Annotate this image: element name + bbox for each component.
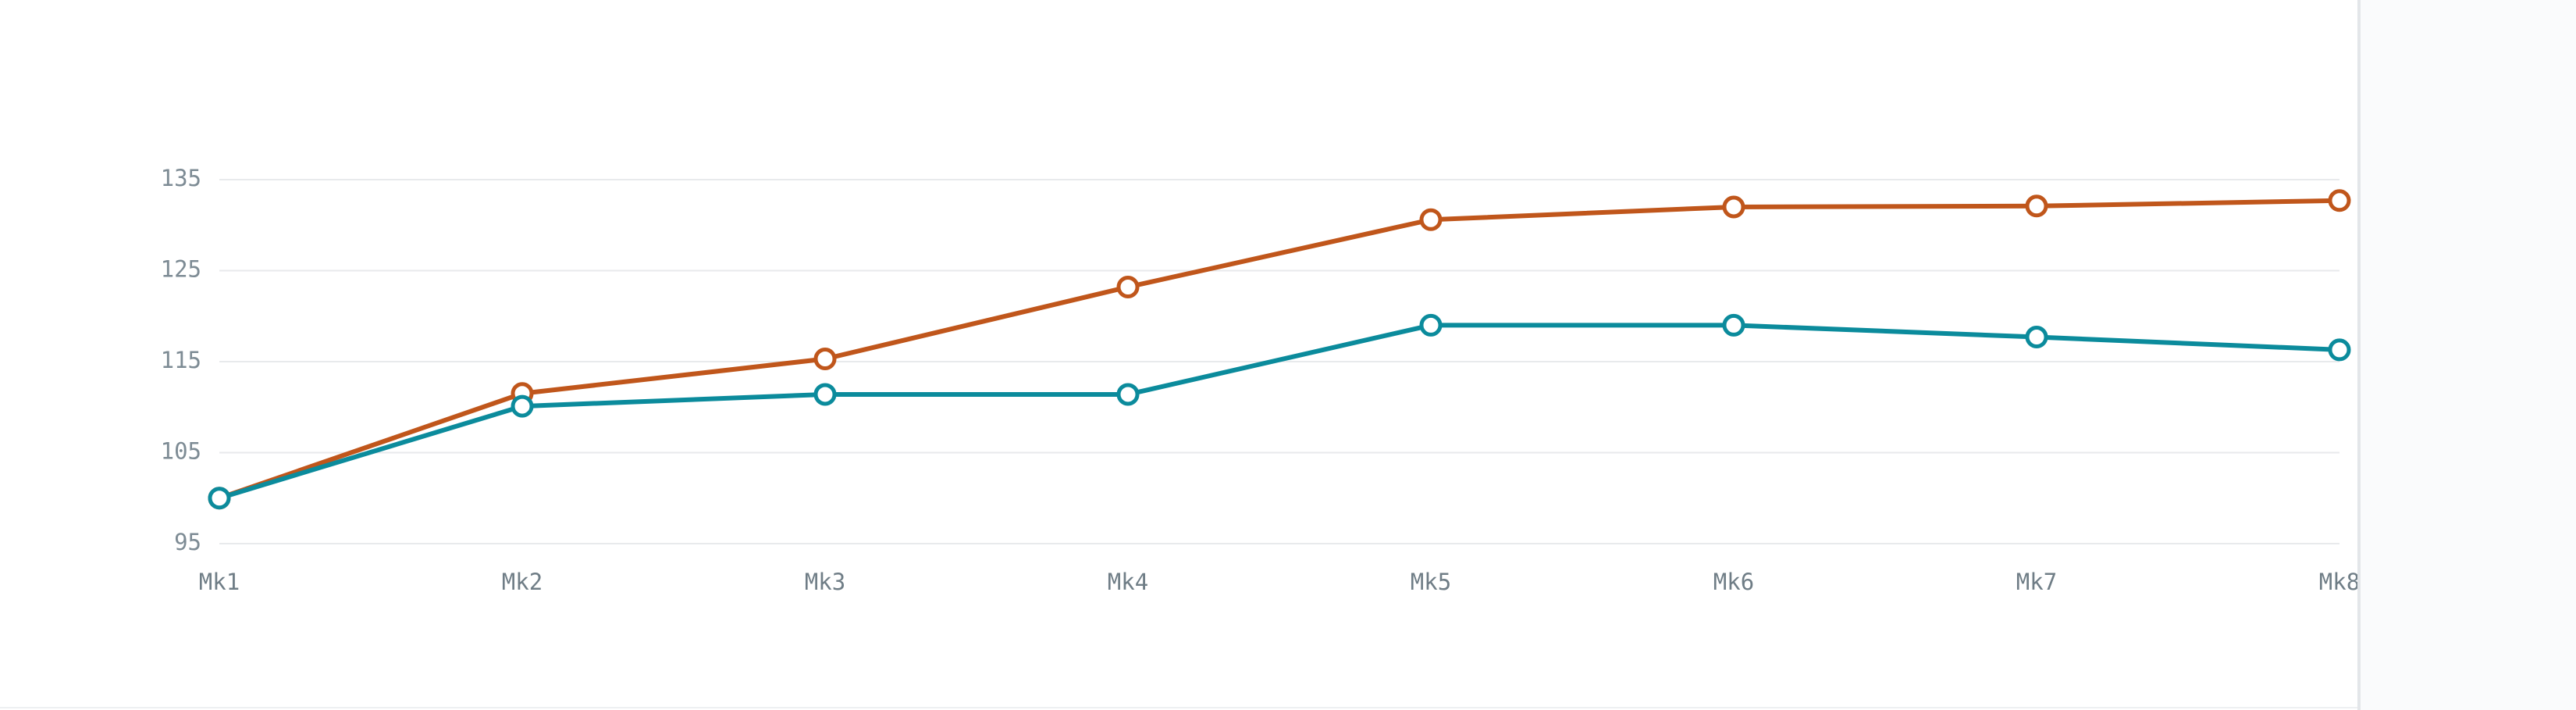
y-tick-label: 115 <box>161 347 201 373</box>
data-point <box>2025 194 2048 218</box>
y-tick-label: 95 <box>174 529 201 555</box>
x-tick-label: Mk4 <box>1108 569 1148 595</box>
line-chart: 95 105 115 125 135 Mk1 Mk2 Mk3 Mk4 Mk5 Mk6 Mk7 Mk8 <box>161 165 2357 595</box>
data-point <box>511 394 534 418</box>
data-point <box>208 487 231 510</box>
series-markers <box>208 189 2351 510</box>
y-axis-ticks: 95 105 115 125 135 <box>161 165 201 555</box>
data-point <box>1419 208 1443 231</box>
x-tick-label: Mk8 <box>2319 569 2357 595</box>
data-point <box>813 348 837 371</box>
x-tick-label: Mk3 <box>805 569 845 595</box>
data-point <box>2328 189 2351 212</box>
series-lines <box>217 198 2342 501</box>
x-axis-ticks: Mk1 Mk2 Mk3 Mk4 Mk5 Mk6 Mk7 Mk8 <box>199 569 2357 595</box>
x-tick-label: Mk7 <box>2016 569 2057 595</box>
data-point <box>1116 275 1140 298</box>
series-line-1 <box>217 198 2342 501</box>
data-point <box>2328 338 2351 362</box>
x-tick-label: Mk6 <box>1713 569 1754 595</box>
series-line-2 <box>217 323 2342 501</box>
data-point <box>813 383 837 406</box>
y-tick-label: 135 <box>161 165 201 191</box>
x-tick-label: Mk5 <box>1411 569 1451 595</box>
side-panel <box>2357 0 2576 710</box>
x-tick-label: Mk1 <box>199 569 240 595</box>
y-tick-label: 125 <box>161 256 201 283</box>
data-point <box>1419 313 1443 337</box>
data-point <box>1722 313 1745 337</box>
data-point <box>2025 326 2048 349</box>
x-tick-label: Mk2 <box>502 569 543 595</box>
chart-panel: 95 105 115 125 135 Mk1 Mk2 Mk3 Mk4 Mk5 Mk6 Mk7 Mk8 <box>0 165 2357 708</box>
y-tick-label: 105 <box>161 438 201 465</box>
data-point <box>1722 195 1745 219</box>
data-point <box>1116 383 1140 406</box>
